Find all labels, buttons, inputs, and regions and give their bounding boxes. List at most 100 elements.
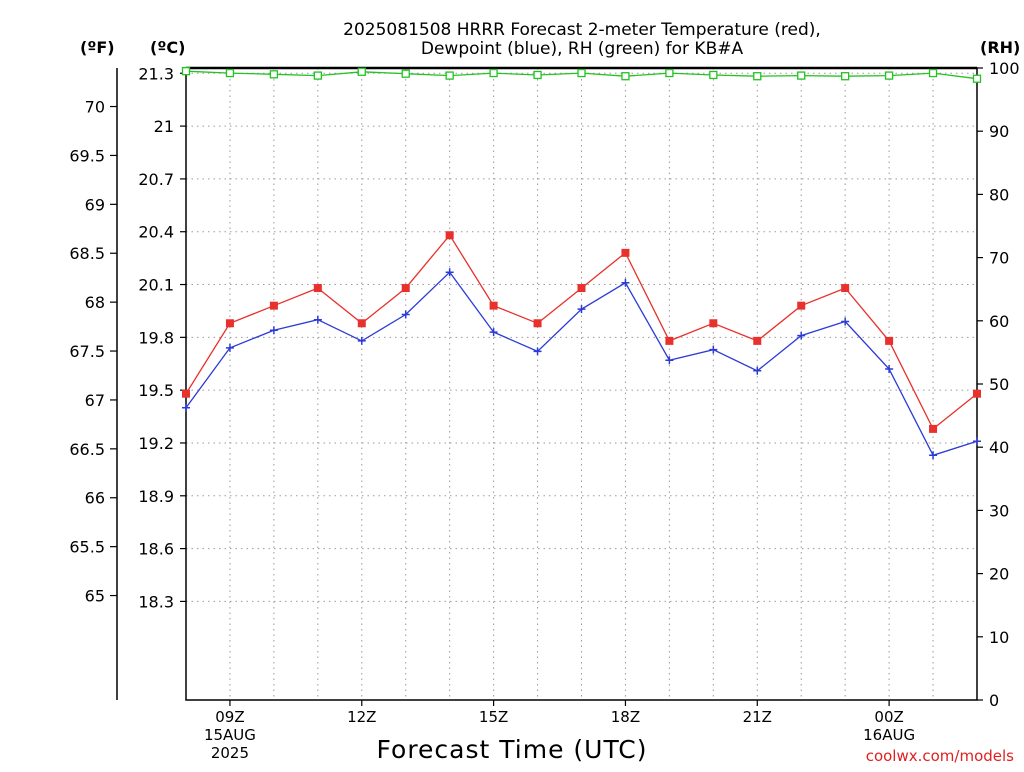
data-point xyxy=(928,68,938,78)
chart-title-line1: 2025081508 HRRR Forecast 2-meter Tempera… xyxy=(343,20,821,40)
x-tick-label: 21Z xyxy=(743,708,772,726)
data-point xyxy=(313,315,322,324)
x-tick-label: 15AUG xyxy=(204,726,256,744)
rh-tick-label: 30 xyxy=(989,501,1009,520)
rh-tick-label: 80 xyxy=(989,185,1009,204)
data-point xyxy=(313,71,322,80)
data-point xyxy=(665,336,674,345)
fahrenheit-tick-label: 65.5 xyxy=(69,538,105,557)
celsius-tick-label: 20.1 xyxy=(138,276,174,295)
data-point xyxy=(445,268,454,277)
data-point xyxy=(182,389,190,398)
celsius-tick-label: 19.8 xyxy=(138,328,174,347)
data-point xyxy=(401,310,410,319)
data-point xyxy=(181,67,191,76)
data-point xyxy=(885,365,894,374)
celsius-tick-label: 19.2 xyxy=(138,434,174,453)
rh-tick-label: 0 xyxy=(989,691,999,710)
data-point xyxy=(797,71,806,80)
data-point xyxy=(533,347,542,356)
data-point xyxy=(885,336,894,345)
data-point xyxy=(577,284,586,293)
data-point xyxy=(269,326,278,335)
data-point xyxy=(225,68,235,78)
data-point xyxy=(973,437,981,446)
data-point xyxy=(445,71,454,80)
data-point xyxy=(225,343,234,352)
data-point xyxy=(884,71,894,80)
x-tick-label: 12Z xyxy=(347,708,376,726)
fahrenheit-tick-label: 65 xyxy=(85,587,105,606)
data-point xyxy=(401,284,410,293)
celsius-tick-label: 20.4 xyxy=(138,223,174,242)
celsius-tick-label: 20.7 xyxy=(138,170,174,189)
fahrenheit-tick-label: 69.5 xyxy=(69,146,105,165)
data-point xyxy=(929,424,938,433)
data-point xyxy=(313,284,322,293)
rh-tick-label: 60 xyxy=(989,312,1009,331)
data-point xyxy=(665,356,674,365)
data-point xyxy=(269,70,279,79)
data-point xyxy=(577,68,586,78)
rh-tick-label: 100 xyxy=(989,59,1020,78)
rh-tick-label: 40 xyxy=(989,438,1009,457)
data-point xyxy=(533,319,542,328)
fahrenheit-axis-head: (ºF) xyxy=(80,38,115,57)
rh-tick-label: 50 xyxy=(989,375,1009,394)
rh-tick-label: 20 xyxy=(989,565,1009,584)
data-point xyxy=(357,67,366,76)
data-point xyxy=(929,451,938,460)
data-point xyxy=(489,328,498,337)
fahrenheit-tick-label: 68.5 xyxy=(69,244,105,263)
series-layer xyxy=(181,67,982,460)
credit-text: coolwx.com/models xyxy=(866,747,1014,765)
data-point xyxy=(841,72,850,81)
rh-tick-label: 70 xyxy=(989,249,1009,268)
celsius-tick-label: 18.6 xyxy=(138,540,174,559)
data-point xyxy=(533,70,542,80)
rh-tick-label: 90 xyxy=(989,122,1009,141)
chart-title-line2: Dewpoint (blue), RH (green) for KB#A xyxy=(421,39,744,59)
celsius-axis-head: (ºC) xyxy=(150,38,185,57)
data-point xyxy=(753,72,762,81)
data-point xyxy=(577,305,586,314)
data-point xyxy=(445,231,454,240)
data-point xyxy=(709,319,718,328)
x-tick-label: 00Z xyxy=(874,708,903,726)
data-point xyxy=(972,74,982,83)
data-point xyxy=(225,319,234,328)
rh-axis-head: (RH) xyxy=(980,38,1020,57)
x-tick-label: 2025 xyxy=(211,744,249,762)
fahrenheit-tick-label: 66 xyxy=(85,489,105,508)
x-axis-label: Forecast Time (UTC) xyxy=(377,735,648,764)
celsius-tick-label: 19.5 xyxy=(138,381,174,400)
celsius-tick-label: 18.9 xyxy=(138,487,174,506)
data-point xyxy=(797,301,806,310)
data-point xyxy=(621,278,630,287)
fahrenheit-tick-label: 67.5 xyxy=(69,342,105,361)
data-point xyxy=(841,317,850,326)
data-point xyxy=(401,69,410,78)
x-tick-label: 15Z xyxy=(479,708,508,726)
data-point xyxy=(709,70,718,80)
data-point xyxy=(182,403,190,412)
celsius-tick-label: 21 xyxy=(154,117,174,136)
data-point xyxy=(357,336,366,345)
rh-tick-label: 10 xyxy=(989,628,1009,647)
data-point xyxy=(269,301,278,310)
x-tick-label: 18Z xyxy=(611,708,640,726)
data-point xyxy=(797,331,806,340)
fahrenheit-tick-label: 66.5 xyxy=(69,440,105,459)
celsius-tick-label: 21.3 xyxy=(138,64,174,83)
x-tick-label: 09Z xyxy=(215,708,244,726)
data-point xyxy=(357,319,366,328)
data-point xyxy=(709,345,718,354)
fahrenheit-tick-label: 69 xyxy=(85,195,105,214)
data-point xyxy=(753,336,762,345)
data-point xyxy=(973,389,981,398)
gridlines xyxy=(186,68,977,700)
celsius-tick-label: 18.3 xyxy=(138,592,174,611)
data-point xyxy=(665,68,674,78)
data-point xyxy=(489,68,498,78)
